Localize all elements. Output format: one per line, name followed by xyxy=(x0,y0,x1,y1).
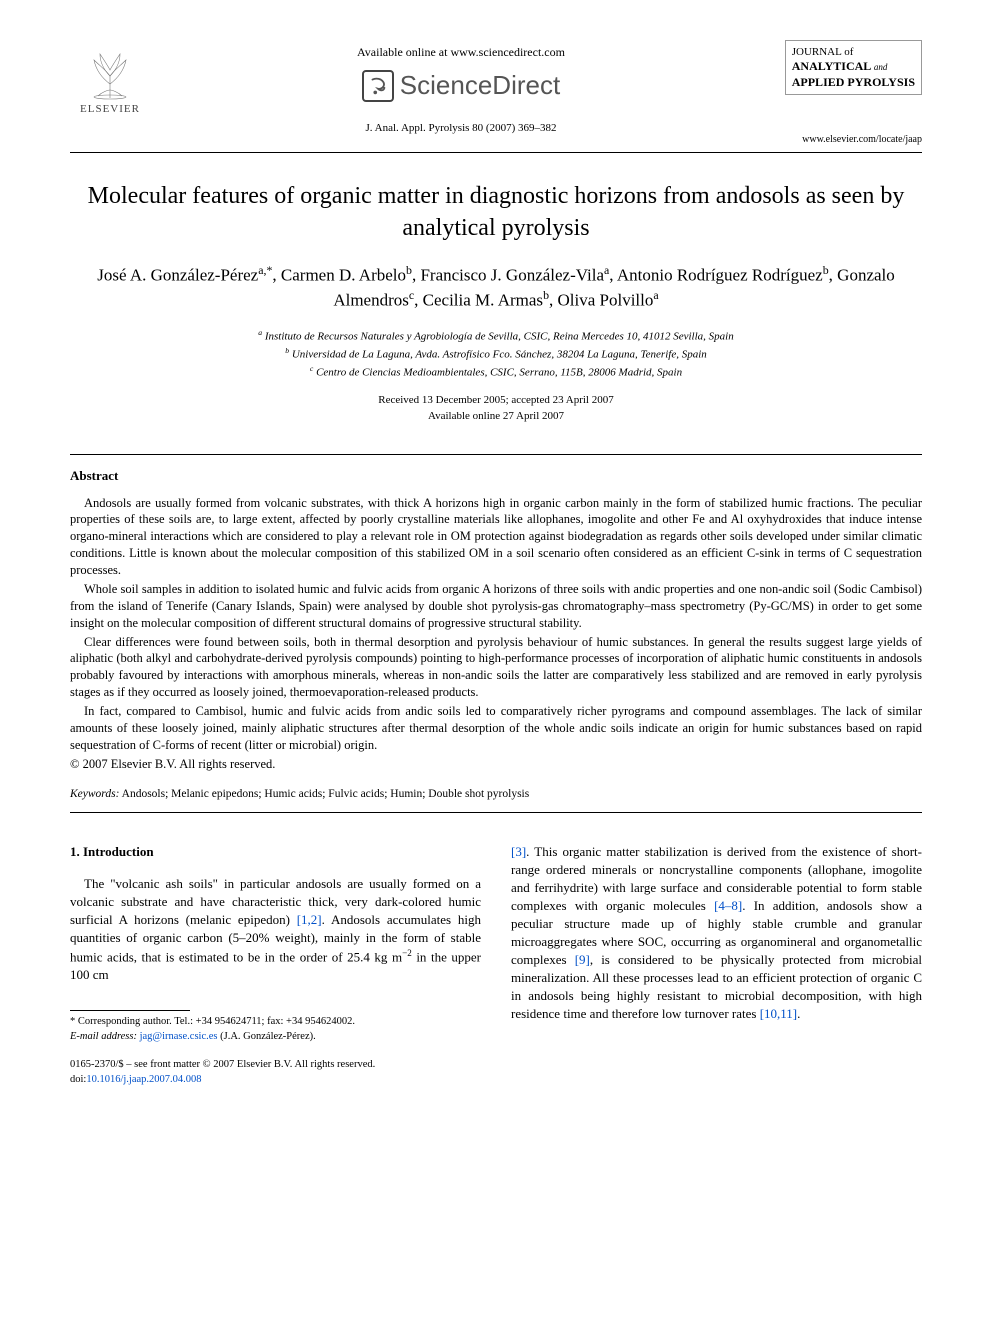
intro-col2: [3]. This organic matter stabilization i… xyxy=(511,843,922,1022)
column-right: [3]. This organic matter stabilization i… xyxy=(511,843,922,1088)
online-date: Available online 27 April 2007 xyxy=(70,409,922,424)
keywords: Keywords: Andosols; Melanic epipedons; H… xyxy=(70,787,922,803)
footnotes: * Corresponding author. Tel.: +34 954624… xyxy=(70,1010,481,1044)
email-label: E-mail address: xyxy=(70,1031,137,1042)
sciencedirect-brand: ScienceDirect xyxy=(150,68,772,103)
intro-heading: 1. Introduction xyxy=(70,843,481,861)
center-header: Available online at www.sciencedirect.co… xyxy=(150,40,772,136)
front-matter: 0165-2370/$ – see front matter © 2007 El… xyxy=(70,1058,481,1073)
email-line: E-mail address: jag@irnase.csic.es (J.A.… xyxy=(70,1030,481,1045)
journal-analytical: ANALYTICAL xyxy=(792,59,872,73)
abstract-heading: Abstract xyxy=(70,467,922,485)
journal-url: www.elsevier.com/locate/jaap xyxy=(772,133,922,146)
email-link[interactable]: jag@irnase.csic.es xyxy=(140,1031,218,1042)
article-dates: Received 13 December 2005; accepted 23 A… xyxy=(70,393,922,424)
elsevier-label: ELSEVIER xyxy=(70,102,150,117)
abstract-p4: In fact, compared to Cambisol, humic and… xyxy=(70,703,922,754)
sciencedirect-icon xyxy=(362,70,394,102)
authors: José A. González-Péreza,*, Carmen D. Arb… xyxy=(70,262,922,313)
keywords-text: Andosols; Melanic epipedons; Humic acids… xyxy=(122,788,530,800)
journal-applied: APPLIED PYROLYSIS xyxy=(792,75,915,91)
abstract-p1: Andosols are usually formed from volcani… xyxy=(70,495,922,579)
page-header: ELSEVIER Available online at www.science… xyxy=(70,40,922,146)
abstract-copyright: © 2007 Elsevier B.V. All rights reserved… xyxy=(70,756,922,773)
doi-block: 0165-2370/$ – see front matter © 2007 El… xyxy=(70,1058,481,1087)
elsevier-tree-icon xyxy=(80,40,140,100)
doi-link[interactable]: 10.1016/j.jaap.2007.04.008 xyxy=(86,1074,201,1085)
affiliation-c: c Centro de Ciencias Medioambientales, C… xyxy=(70,363,922,381)
abstract-p3: Clear differences were found between soi… xyxy=(70,634,922,702)
header-rule xyxy=(70,152,922,153)
elsevier-logo: ELSEVIER xyxy=(70,40,150,117)
abstract-top-rule xyxy=(70,454,922,455)
journal-title-box: JOURNAL of ANALYTICAL and APPLIED PYROLY… xyxy=(772,40,922,146)
keywords-label: Keywords: xyxy=(70,788,119,800)
affiliation-b: b Universidad de La Laguna, Avda. Astrof… xyxy=(70,345,922,363)
affiliation-a: a Instituto de Recursos Naturales y Agro… xyxy=(70,327,922,345)
corresponding-author: * Corresponding author. Tel.: +34 954624… xyxy=(70,1015,481,1030)
intro-col1: The "volcanic ash soils" in particular a… xyxy=(70,875,481,984)
journal-reference: J. Anal. Appl. Pyrolysis 80 (2007) 369–3… xyxy=(150,121,772,136)
column-left: 1. Introduction The "volcanic ash soils"… xyxy=(70,843,481,1088)
received-date: Received 13 December 2005; accepted 23 A… xyxy=(70,393,922,408)
abstract-bottom-rule xyxy=(70,812,922,813)
abstract-p2: Whole soil samples in addition to isolat… xyxy=(70,581,922,632)
sciencedirect-text: ScienceDirect xyxy=(400,68,560,103)
available-online-text: Available online at www.sciencedirect.co… xyxy=(150,44,772,60)
article-title: Molecular features of organic matter in … xyxy=(70,181,922,243)
introduction-section: 1. Introduction The "volcanic ash soils"… xyxy=(70,843,922,1088)
doi-label: doi: xyxy=(70,1074,86,1085)
journal-and: and xyxy=(874,62,888,72)
footnote-rule xyxy=(70,1010,190,1011)
journal-of: JOURNAL of xyxy=(792,45,915,59)
doi-line: doi:10.1016/j.jaap.2007.04.008 xyxy=(70,1073,481,1088)
affiliations: a Instituto de Recursos Naturales y Agro… xyxy=(70,327,922,381)
email-attrib: (J.A. González-Pérez). xyxy=(220,1031,316,1042)
